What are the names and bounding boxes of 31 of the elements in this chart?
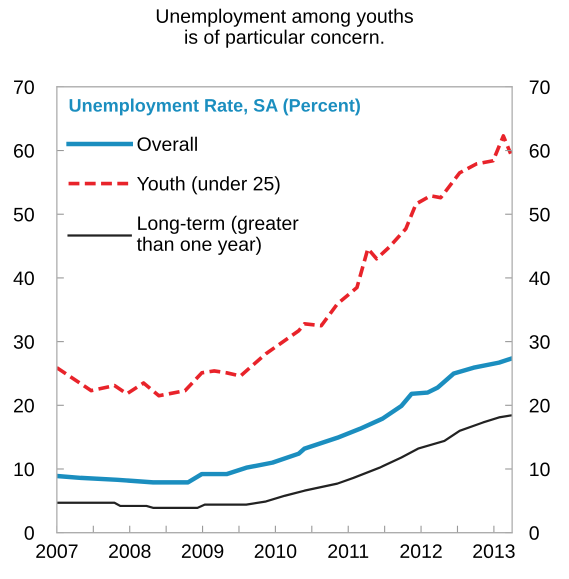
y2-tick-label: 60 <box>530 144 550 158</box>
x-tick-label: 2009 <box>182 544 224 558</box>
y2-tick-label: 50 <box>530 208 550 222</box>
y-tick-label: 50 <box>14 208 34 222</box>
y2-tick-label: 40 <box>529 271 550 286</box>
chart-title: Unemployment among youths is of particular concern. <box>156 8 413 48</box>
line-series <box>56 134 512 398</box>
legend-label: Long-term (greater than one year) <box>136 216 298 255</box>
x-tick-label: 2010 <box>254 544 296 558</box>
y-tick-label: 20 <box>14 398 34 413</box>
y2-tick-label: 30 <box>530 335 550 349</box>
legend-label: Overall <box>138 136 197 152</box>
y-tick-label: 30 <box>14 335 34 349</box>
legend-label: Youth (under 25) <box>137 176 280 194</box>
y-tick-label: 60 <box>14 144 34 158</box>
y-tick-label: 10 <box>14 462 34 476</box>
x-tick-label: 2011 <box>328 544 368 558</box>
y-tick-label: 40 <box>14 271 34 286</box>
y2-tick-label: 0 <box>530 526 539 540</box>
x-tick-label: 2013 <box>473 544 515 558</box>
y2-tick-label: 70 <box>530 80 550 94</box>
legend-title: Unemployment Rate, SA (Percent) <box>70 98 360 116</box>
y2-tick-label: 10 <box>530 462 550 476</box>
y-tick-label: 0 <box>24 526 34 540</box>
line-series <box>56 356 512 485</box>
line-series <box>56 414 512 509</box>
x-tick-label: 2008 <box>109 544 151 558</box>
y2-tick-label: 20 <box>530 398 550 413</box>
y-tick-label: 70 <box>14 80 34 94</box>
x-tick-label: 2007 <box>36 544 78 558</box>
x-tick-label: 2012 <box>400 544 442 558</box>
